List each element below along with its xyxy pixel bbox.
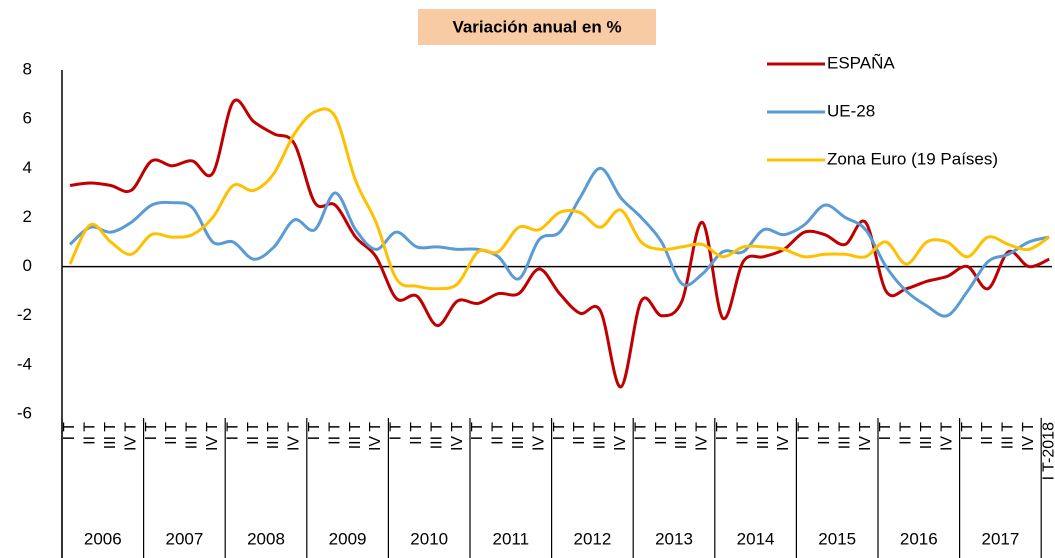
x-tick-label: I T (714, 422, 731, 441)
x-tick-label: II T (571, 422, 588, 445)
x-tick-label: IV T (530, 422, 547, 451)
x-tick-label: II T (245, 422, 262, 445)
year-label: 2012 (573, 529, 611, 548)
x-tick-label: IV T (775, 422, 792, 451)
y-tick-label: -4 (17, 354, 32, 373)
x-tick-label: III T (102, 422, 119, 449)
series-line (68, 166, 1050, 318)
x-tick-label: I T (469, 422, 486, 441)
x-tick-label: III T (428, 422, 445, 449)
x-tick-label: II T (490, 422, 507, 445)
year-label: 2013 (655, 529, 693, 548)
x-tick-label: IV T (938, 422, 955, 451)
x-tick-label: IV T (367, 422, 384, 451)
x-tick-label: I T (143, 422, 160, 441)
x-tick-label: I T (632, 422, 649, 441)
x-tick-label: III T (755, 422, 772, 449)
x-tick-label: III T (918, 422, 935, 449)
y-tick-label: 2 (23, 207, 32, 226)
x-tick-label: II T (408, 422, 425, 445)
y-tick-label: -6 (17, 403, 32, 422)
y-tick-label: 0 (23, 256, 32, 275)
x-tick-label: I T (959, 422, 976, 441)
x-tick-label: II T (326, 422, 343, 445)
year-label: 2007 (165, 529, 203, 548)
x-tick-label: II T (163, 422, 180, 445)
year-label: 2015 (818, 529, 856, 548)
year-label: 2011 (493, 529, 530, 548)
x-tick-label: III T (673, 422, 690, 449)
x-tick-label: I T (224, 422, 241, 441)
year-label: 2006 (84, 529, 122, 548)
year-label: 2016 (900, 529, 938, 548)
x-tick-label: II T (979, 422, 996, 445)
x-tick-label: IV T (1020, 422, 1037, 451)
x-tick-label: IV T (204, 422, 221, 451)
x-tick-label: IV T (694, 422, 711, 451)
legend-label: UE-28 (827, 101, 875, 120)
x-tick-label: I T (877, 422, 894, 441)
year-label: 2014 (737, 529, 775, 548)
x-tick-label: III T (347, 422, 364, 449)
x-tick-label: I T (796, 422, 813, 441)
x-tick-label: III T (836, 422, 853, 449)
x-tick-label: III T (510, 422, 527, 449)
x-tick-label: II T (653, 422, 670, 445)
year-label: 2009 (329, 529, 367, 548)
x-tick-label: II T (816, 422, 833, 445)
x-tick-label: I T (551, 422, 568, 441)
y-tick-label: 8 (23, 59, 32, 78)
y-tick-label: 6 (23, 109, 32, 128)
title-box (418, 9, 656, 45)
x-tick-label: I T (61, 422, 78, 441)
x-tick-label: IV T (612, 422, 629, 451)
x-tick-label: IV T (122, 422, 139, 451)
series-line (69, 98, 1050, 389)
legend-label: ESPAÑA (827, 53, 895, 72)
series-line (68, 107, 1051, 291)
x-tick-label: II T (82, 422, 99, 445)
x-tick-label: IV T (286, 422, 303, 451)
x-tick-label: III T (265, 422, 282, 449)
y-tick-label: 4 (23, 158, 32, 177)
y-tick-label: -2 (17, 305, 32, 324)
x-tick-label: I T (388, 422, 405, 441)
x-tick-label: I T (306, 422, 323, 441)
year-label: 2008 (247, 529, 285, 548)
legend-label: Zona Euro (19 Países) (827, 149, 998, 168)
x-tick-label: III T (592, 422, 609, 449)
chart-title: Variación anual en % (452, 17, 621, 36)
x-tick-label: IV T (857, 422, 874, 451)
x-tick-label: III T (184, 422, 201, 449)
x-tick-label: II T (898, 422, 915, 445)
x-tick-label: II T (734, 422, 751, 445)
year-label: 2017 (981, 529, 1019, 548)
year-label: 2010 (410, 529, 448, 548)
x-tick-label: I T-2018 (1040, 422, 1055, 481)
x-tick-label: IV T (449, 422, 466, 451)
x-tick-label: III T (1000, 422, 1017, 449)
